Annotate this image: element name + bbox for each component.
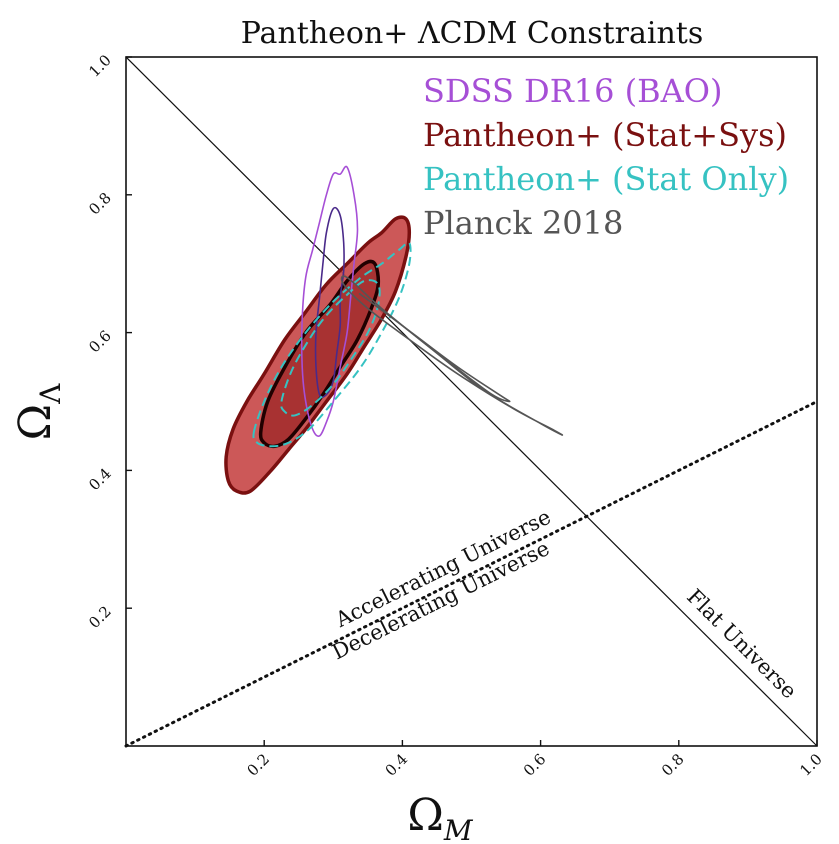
- y-axis-label-main: Ω: [10, 404, 61, 440]
- contour-pantheon-stat-sys: [224, 215, 412, 495]
- x-tick-label: 0.8: [658, 750, 688, 780]
- y-tick-label: 1.0: [85, 51, 115, 81]
- contour-outer-pantheon-stat-only: [252, 241, 412, 448]
- y-axis-label-sub: Λ: [34, 383, 67, 405]
- x-tick-label: 0.6: [520, 750, 550, 780]
- x-axis-label: ΩM: [407, 790, 473, 844]
- x-tick-label: 1.0: [796, 750, 826, 780]
- x-axis-label-sub: M: [443, 814, 474, 844]
- legend-entry: Pantheon+ (Stat+Sys): [423, 116, 787, 154]
- chart-title: Pantheon+ ΛCDM Constraints: [241, 16, 704, 51]
- x-tick-label: 0.4: [382, 750, 412, 780]
- contours-layer: [224, 165, 564, 495]
- y-tick-label: 0.8: [85, 189, 115, 219]
- legend-entry: SDSS DR16 (BAO): [423, 72, 723, 110]
- x-tick-label: 0.2: [243, 750, 273, 780]
- legend: SDSS DR16 (BAO) Pantheon+ (Stat+Sys) Panth…: [423, 72, 789, 242]
- contour-inner-pantheon-stat-sys: [258, 259, 381, 449]
- x-axis-label-main: Ω: [407, 790, 443, 841]
- y-tick-label: 0.2: [85, 602, 115, 632]
- y-tick-label: 0.4: [85, 465, 115, 495]
- plot-area: [125, 56, 818, 747]
- flat-universe-label: Flat Universe: [682, 584, 801, 703]
- y-axis-label: ΩΛ: [10, 383, 67, 440]
- contour-inner-planck-2018: [358, 293, 511, 403]
- legend-entry: Planck 2018: [423, 204, 623, 242]
- acceleration-line: [124, 400, 819, 748]
- y-tick-label: 0.6: [85, 327, 115, 357]
- y-axis-ticks: 0.2 0.4 0.6 0.8 1.0: [85, 51, 132, 632]
- contour-inner-sdss-dr16-bao: [314, 206, 345, 399]
- flat-line: [125, 56, 818, 747]
- legend-entry: Pantheon+ (Stat Only): [423, 160, 789, 198]
- contour-outer-sdss-dr16-bao: [300, 165, 359, 437]
- contour-planck-2018: [340, 275, 564, 436]
- region-labels: Accelerating Universe Decelerating Unive…: [328, 505, 801, 704]
- contour-sdss-dr16-bao: [300, 165, 359, 437]
- reference-lines: [124, 56, 819, 748]
